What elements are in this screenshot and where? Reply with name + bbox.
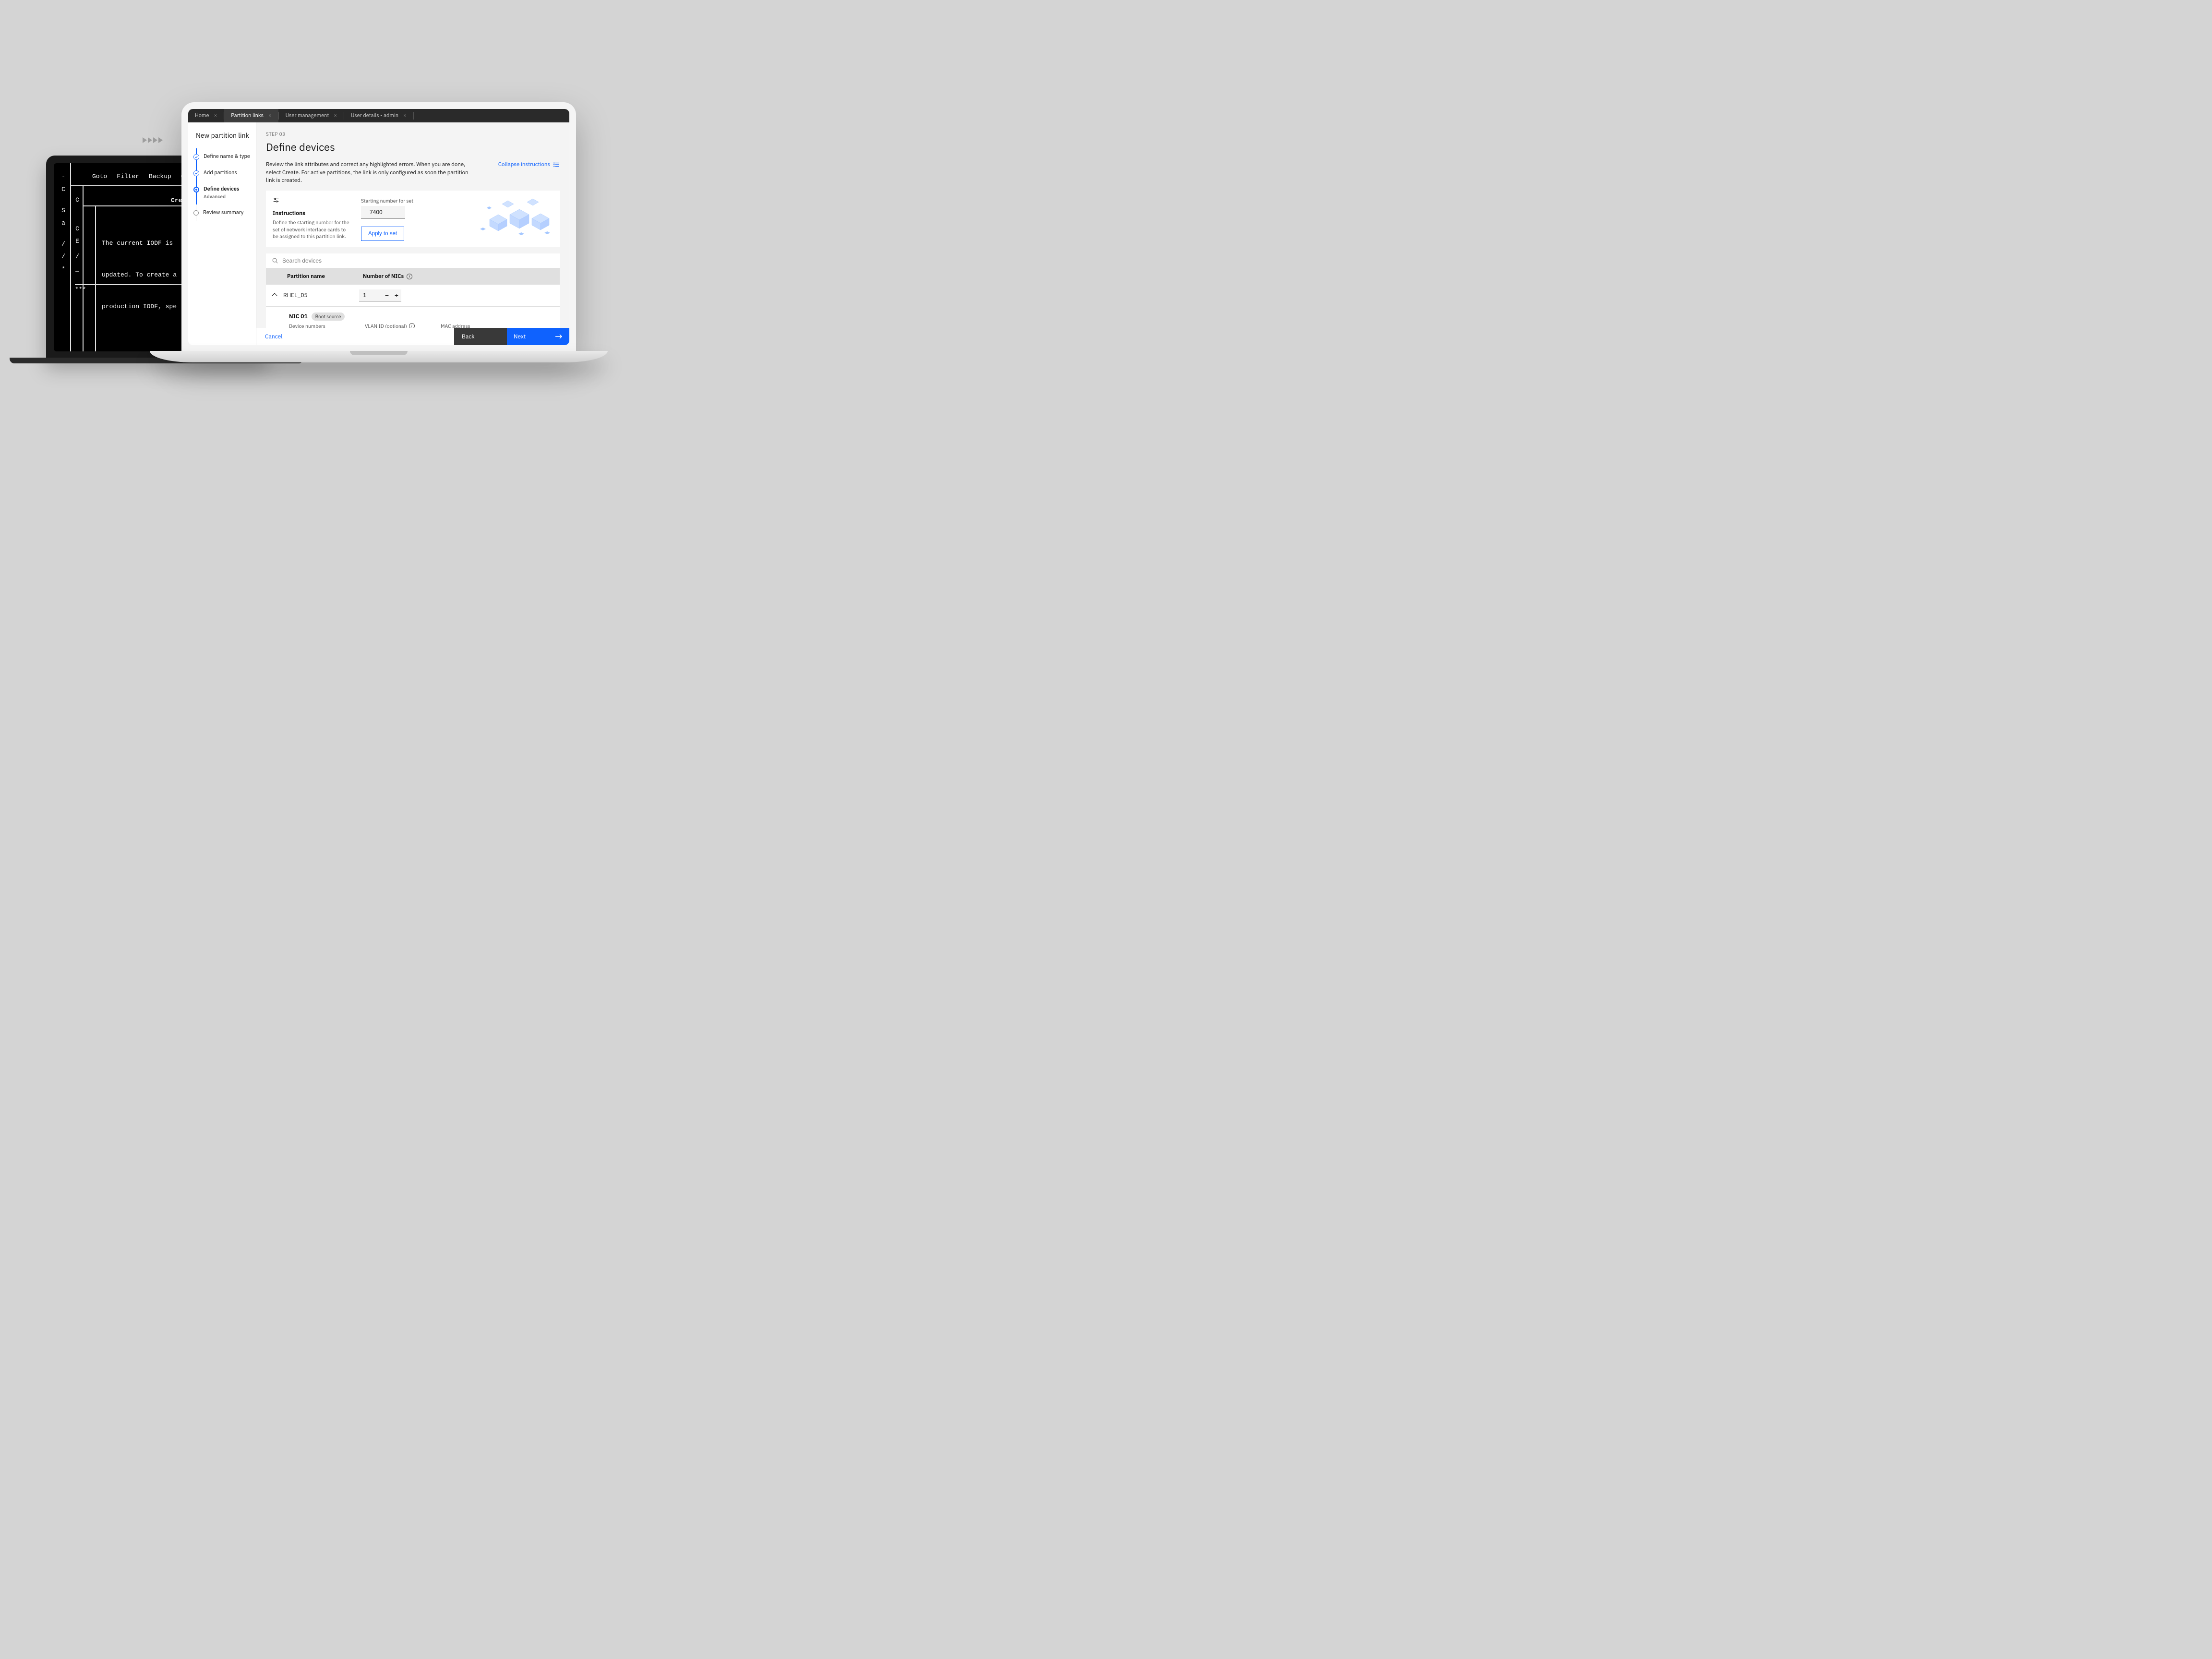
col-nics: Number of NICs i xyxy=(363,273,553,280)
step-sublabel: Advanced xyxy=(204,193,256,200)
decorative-triangles xyxy=(143,137,163,143)
term-cell: * xyxy=(60,263,66,276)
search-icon xyxy=(272,257,278,264)
tab-label: Partition links xyxy=(231,112,264,119)
app-laptop-base xyxy=(150,351,608,362)
step-label: Define devices xyxy=(204,186,239,192)
term-cell: _ xyxy=(74,263,80,276)
collapse-instructions-link[interactable]: Collapse instructions xyxy=(498,161,560,168)
term-cell: - xyxy=(60,171,66,183)
stepper-value: 1 xyxy=(359,290,382,301)
tab-label: Home xyxy=(195,112,209,119)
step-add-partitions[interactable]: Add partitions xyxy=(196,165,256,181)
tab-partition-links[interactable]: Partition links × xyxy=(224,109,278,122)
settings-icon xyxy=(273,197,279,204)
term-cell: a xyxy=(60,217,66,229)
term-cell: C xyxy=(60,183,66,196)
step-number: STEP 03 xyxy=(266,131,560,137)
col-device-numbers: Device numbers xyxy=(289,323,351,328)
sidebar-title: New partition link xyxy=(196,131,256,140)
step-label: Review summary xyxy=(203,209,243,216)
check-icon xyxy=(193,154,199,160)
search-row xyxy=(266,253,560,268)
isometric-illustration xyxy=(470,192,557,238)
search-input[interactable] xyxy=(282,257,554,264)
start-number-label: Starting number for set xyxy=(361,197,413,204)
devices-table: Partition name Number of NICs i RHEL_05 … xyxy=(266,268,560,328)
partition-name: RHEL_05 xyxy=(283,292,355,299)
col-mac: MAC address xyxy=(441,323,517,328)
page-title: Define devices xyxy=(266,140,560,154)
start-number-input[interactable] xyxy=(361,206,405,219)
info-icon[interactable]: i xyxy=(407,274,412,279)
close-icon[interactable]: × xyxy=(214,112,217,119)
page-description: Review the link attributes and correct a… xyxy=(266,161,472,185)
back-button[interactable]: Back xyxy=(454,328,507,345)
instructions-body: Define the starting number for the set o… xyxy=(273,219,349,240)
col-vlan: VLAN ID (optional)i xyxy=(365,323,427,328)
step-label: Add partitions xyxy=(204,169,237,176)
tab-home[interactable]: Home × xyxy=(188,109,224,122)
stepper-minus[interactable]: − xyxy=(382,289,392,301)
apply-to-set-button[interactable]: Apply to set xyxy=(361,227,404,241)
next-button[interactable]: Next xyxy=(507,328,569,345)
term-cell: / xyxy=(60,238,66,251)
step-define-name[interactable]: Define name & type xyxy=(196,148,256,165)
step-label: Define name & type xyxy=(204,153,250,160)
term-cell: / xyxy=(74,251,80,263)
close-icon[interactable]: × xyxy=(268,112,272,119)
future-step-icon xyxy=(193,210,199,216)
nic-count-stepper[interactable]: 1 − + xyxy=(359,289,401,301)
nic-details: NIC 01 Boot source Device numbers VLAN I… xyxy=(266,307,560,328)
term-cell: / xyxy=(60,251,66,263)
cancel-button[interactable]: Cancel xyxy=(265,333,283,340)
term-cell: *** xyxy=(75,286,86,293)
info-icon[interactable]: i xyxy=(409,323,415,328)
term-cell: C xyxy=(74,194,80,206)
step-review-summary[interactable]: Review summary xyxy=(196,204,256,221)
check-icon xyxy=(193,170,199,176)
terminal-body: The current IODF is updated. To create a… xyxy=(102,217,177,351)
arrow-right-icon xyxy=(555,334,563,339)
step-define-devices[interactable]: Define devices Advanced xyxy=(196,181,256,204)
current-step-icon xyxy=(193,187,199,192)
nic-name: NIC 01 xyxy=(289,313,308,320)
tab-user-details[interactable]: User details - admin × xyxy=(344,109,413,122)
close-icon[interactable]: × xyxy=(334,112,337,119)
tab-label: User details - admin xyxy=(351,112,398,119)
instructions-heading: Instructions xyxy=(273,210,349,217)
boot-source-badge: Boot source xyxy=(312,313,345,321)
tab-label: User management xyxy=(286,112,329,119)
term-cell: E xyxy=(74,235,80,248)
terminal-menu: Goto Filter Backup Que xyxy=(92,173,192,180)
term-cell: C xyxy=(74,223,80,235)
instructions-panel: Instructions Define the starting number … xyxy=(266,191,560,247)
collapse-label: Collapse instructions xyxy=(498,161,550,168)
table-row[interactable]: RHEL_05 1 − + xyxy=(266,285,560,307)
col-partition: Partition name xyxy=(287,273,359,280)
wizard-sidebar: New partition link Define name & type Ad… xyxy=(188,122,256,345)
wizard-footer: Cancel Back Next xyxy=(256,328,569,345)
term-cell: S xyxy=(60,204,66,217)
tab-user-management[interactable]: User management × xyxy=(279,109,344,122)
list-icon xyxy=(553,161,560,168)
stepper-plus[interactable]: + xyxy=(392,289,401,301)
app-laptop: Home × Partition links × User management… xyxy=(181,102,576,352)
close-icon[interactable]: × xyxy=(403,112,407,119)
chevron-up-icon xyxy=(272,293,277,298)
tab-bar: Home × Partition links × User management… xyxy=(188,109,569,122)
